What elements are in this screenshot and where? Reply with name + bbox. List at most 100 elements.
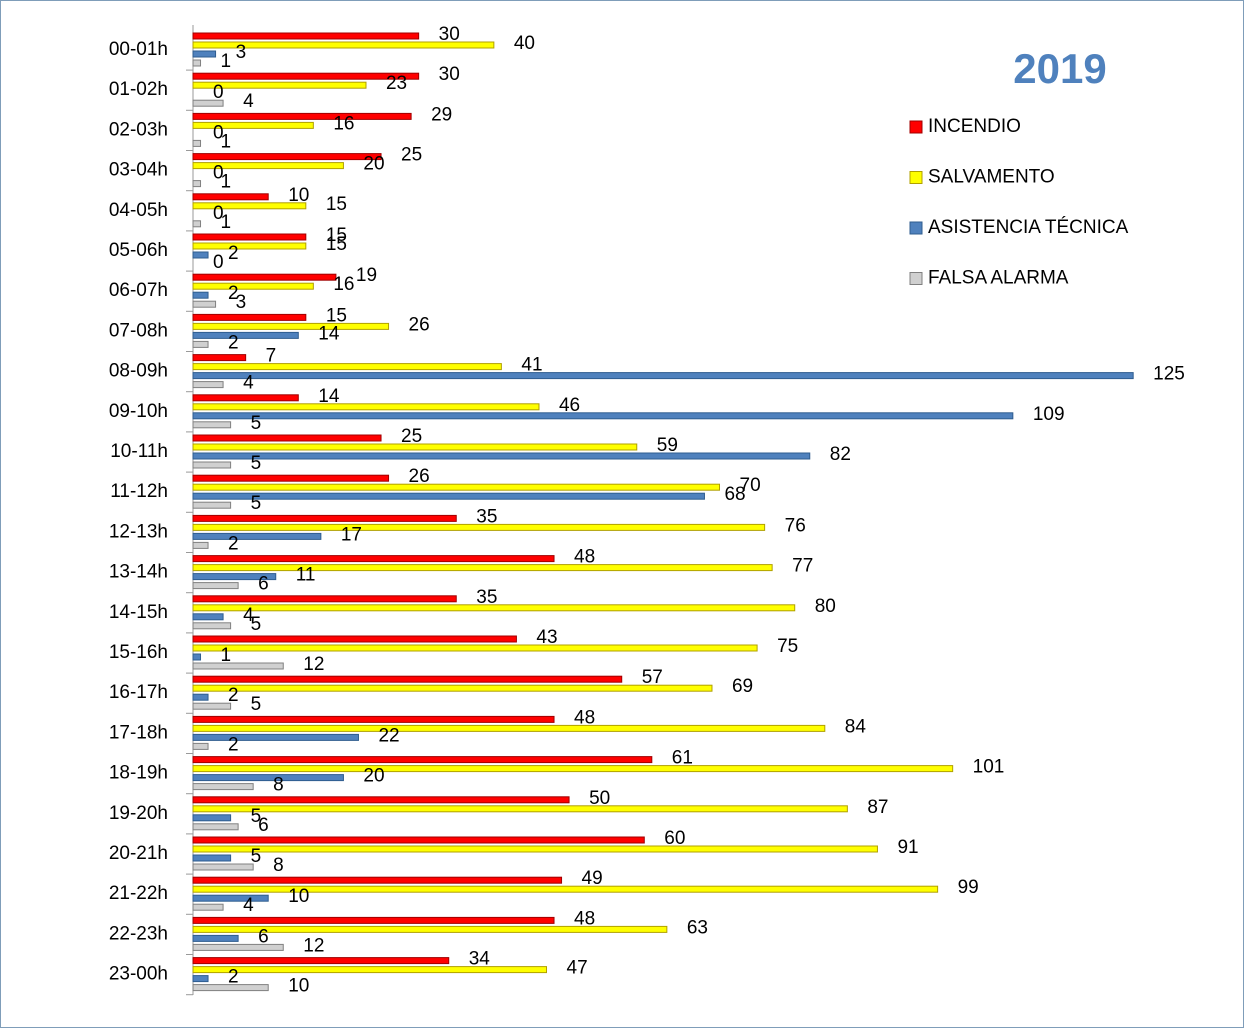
bar [192, 854, 232, 862]
bar [192, 823, 239, 831]
data-label: 59 [657, 435, 678, 456]
y-tick-label: 10-11h [110, 441, 168, 462]
data-label: 35 [476, 587, 497, 608]
data-label: 2 [228, 685, 239, 706]
data-label: 40 [514, 33, 535, 54]
data-label: 16 [333, 113, 354, 134]
y-tick-label: 00-01h [109, 39, 168, 60]
data-label: 5 [251, 694, 262, 715]
data-label: 10 [288, 976, 309, 997]
data-label: 0 [213, 203, 224, 224]
data-label: 0 [213, 82, 224, 103]
y-tick-label: 08-09h [109, 361, 168, 382]
y-tick-label: 09-10h [109, 401, 168, 422]
y-tick-label: 02-03h [109, 119, 168, 140]
bar [192, 934, 239, 942]
bar [192, 814, 232, 822]
bar [192, 59, 202, 67]
legend-label: FALSA ALARMA [928, 268, 1069, 289]
data-label: 49 [582, 868, 603, 889]
bar [192, 613, 224, 621]
y-tick-label: 21-22h [109, 883, 168, 904]
bar [192, 300, 217, 308]
bar [192, 322, 390, 330]
data-label: 25 [401, 145, 422, 166]
data-label: 2 [228, 533, 239, 554]
bar [192, 903, 224, 911]
data-label: 34 [469, 949, 491, 970]
data-label: 17 [341, 524, 362, 545]
data-label: 1 [221, 172, 232, 193]
bar [192, 474, 390, 482]
bar [192, 582, 239, 590]
bar [192, 702, 232, 710]
bar [192, 443, 638, 451]
bar [192, 885, 939, 893]
bar [192, 863, 254, 871]
data-label: 20 [363, 154, 384, 175]
bar [192, 756, 653, 764]
bar [192, 153, 382, 161]
y-tick-label: 15-16h [109, 642, 168, 663]
bar [192, 604, 796, 612]
data-label: 14 [318, 386, 340, 407]
bar [192, 242, 307, 250]
bar [192, 372, 1134, 380]
y-tick-label: 14-15h [109, 602, 168, 623]
data-label: 76 [785, 515, 806, 536]
bar [192, 653, 202, 661]
bar [192, 394, 299, 402]
data-label: 15 [326, 305, 347, 326]
bar [192, 313, 307, 321]
bar [192, 291, 209, 299]
bar [192, 564, 773, 572]
y-tick-label: 19-20h [109, 803, 168, 824]
bar [192, 836, 645, 844]
y-tick-label: 05-06h [109, 240, 168, 261]
bar [192, 774, 344, 782]
data-label: 48 [574, 547, 595, 568]
bar [192, 202, 307, 210]
data-label: 41 [521, 355, 542, 376]
data-label: 19 [356, 265, 377, 286]
bar [192, 162, 344, 170]
bar [192, 943, 284, 951]
data-label: 77 [792, 556, 813, 577]
bar [192, 403, 540, 411]
data-label: 80 [815, 596, 836, 617]
data-label: 91 [897, 837, 918, 858]
bar [192, 693, 209, 701]
data-label: 82 [830, 444, 851, 465]
bar [192, 501, 232, 509]
bar [192, 461, 232, 469]
bar [192, 765, 954, 773]
data-label: 0 [213, 163, 224, 184]
data-label: 50 [589, 788, 610, 809]
bar [192, 684, 713, 692]
data-label: 12 [303, 654, 324, 675]
data-label: 11 [296, 565, 316, 586]
data-label: 47 [567, 958, 588, 979]
bar [192, 805, 848, 813]
bar [192, 966, 548, 974]
bar [192, 514, 457, 522]
y-tick-label: 04-05h [109, 200, 168, 221]
data-label: 10 [288, 886, 309, 907]
data-label: 4 [243, 895, 254, 916]
bar [192, 434, 382, 442]
y-tick-label: 17-18h [109, 722, 168, 743]
bar [192, 483, 720, 491]
data-label: 2 [228, 734, 239, 755]
bar [192, 354, 247, 362]
bar [192, 541, 209, 549]
data-label: 2 [228, 967, 239, 988]
bar [192, 99, 224, 107]
bar [192, 233, 307, 241]
data-label: 61 [672, 748, 693, 769]
bar [192, 635, 517, 643]
data-label: 63 [687, 917, 708, 938]
data-label: 6 [258, 574, 269, 595]
bar [192, 916, 555, 924]
data-label: 5 [251, 413, 262, 434]
bar [192, 876, 563, 884]
